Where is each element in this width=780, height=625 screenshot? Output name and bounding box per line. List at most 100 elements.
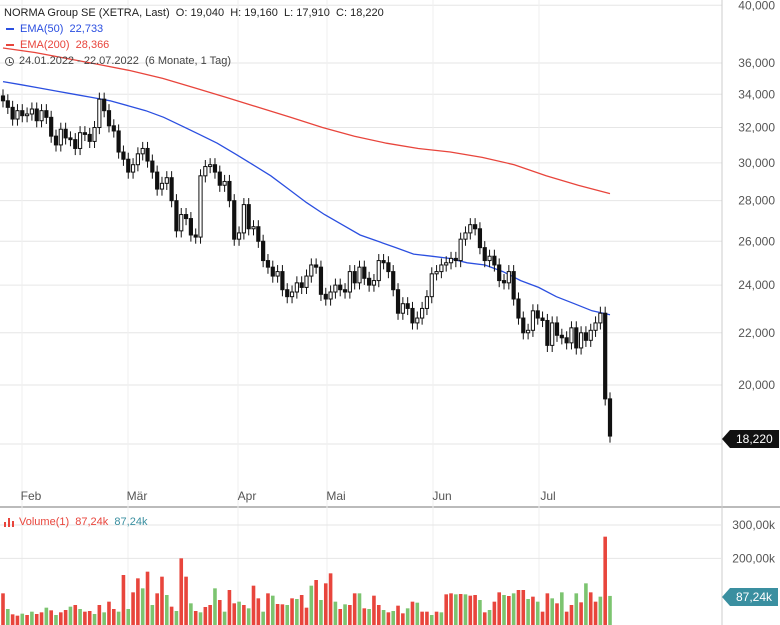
candle-body bbox=[477, 228, 483, 249]
price-tick-label: 30,000 bbox=[738, 156, 775, 170]
volume-bar bbox=[396, 605, 400, 625]
candle-body bbox=[492, 255, 497, 266]
volume-bar bbox=[463, 594, 468, 625]
candle-body bbox=[395, 289, 401, 314]
candle-body bbox=[44, 110, 49, 118]
volume-bar bbox=[526, 599, 530, 625]
volume-bar bbox=[473, 595, 477, 625]
candle-body bbox=[49, 116, 54, 137]
volume-bar bbox=[116, 611, 121, 625]
candle-body bbox=[265, 260, 271, 268]
volume-bar bbox=[227, 590, 232, 625]
volume-bar bbox=[579, 602, 583, 625]
candle-body bbox=[29, 108, 35, 115]
date-range: 24.01.2022 - 22.07.2022 bbox=[19, 55, 139, 67]
volume-bar bbox=[203, 607, 208, 625]
volume-bar bbox=[266, 593, 270, 625]
volume-bar bbox=[319, 600, 323, 625]
volume-bar bbox=[39, 612, 44, 625]
volume-grid bbox=[0, 524, 722, 559]
volume-bar bbox=[208, 605, 212, 625]
open-value: 19,040 bbox=[190, 7, 225, 19]
candle-body bbox=[77, 132, 83, 149]
low-value: 17,910 bbox=[296, 7, 330, 19]
volume-bar bbox=[256, 598, 261, 625]
candle-body bbox=[559, 334, 564, 339]
volume-bar bbox=[193, 611, 198, 625]
candle-body bbox=[420, 307, 425, 319]
volume-bar bbox=[242, 605, 246, 625]
volume-bar bbox=[179, 558, 184, 625]
candle-body bbox=[578, 332, 584, 349]
volume-bar bbox=[381, 610, 386, 625]
candle-body bbox=[270, 266, 275, 277]
candle-body bbox=[511, 271, 516, 300]
volume-bar bbox=[405, 608, 410, 625]
candle-body bbox=[87, 133, 92, 142]
volume-bar bbox=[516, 590, 521, 625]
candle-body bbox=[429, 273, 434, 298]
price-tick-label: 24,000 bbox=[738, 278, 775, 292]
candle-body bbox=[58, 128, 63, 146]
candle-series bbox=[0, 89, 613, 443]
volume-bar bbox=[449, 593, 453, 625]
candle-body bbox=[222, 180, 227, 186]
volume-bar bbox=[376, 605, 381, 625]
volume-bar bbox=[511, 593, 516, 625]
volume-bar bbox=[217, 600, 222, 625]
volume-bars-icon bbox=[4, 517, 14, 527]
candle-body bbox=[174, 200, 179, 232]
candle-body bbox=[386, 262, 391, 273]
volume-bar bbox=[30, 611, 34, 625]
candle-body bbox=[501, 280, 507, 284]
volume-bar bbox=[386, 612, 391, 625]
price-tick-label: 40,000 bbox=[738, 0, 775, 12]
candle-body bbox=[583, 332, 589, 341]
volume-bar bbox=[107, 601, 111, 625]
candle-body bbox=[588, 329, 593, 341]
volume-bar bbox=[54, 615, 58, 625]
volume-bar bbox=[102, 612, 106, 625]
volume-bar bbox=[112, 609, 116, 625]
volume-bar bbox=[213, 588, 217, 625]
volume-bar bbox=[444, 594, 449, 625]
range-legend: 24.01.2022 - 22.07.2022 (6 Monate, 1 Tag… bbox=[4, 53, 231, 69]
candle-body bbox=[294, 282, 299, 293]
volume-bar bbox=[270, 595, 275, 625]
candle-body bbox=[34, 108, 39, 122]
candle-body bbox=[140, 147, 145, 155]
candle-body bbox=[526, 329, 531, 334]
candle-body bbox=[198, 175, 203, 238]
volume-bar bbox=[160, 576, 164, 625]
ema50-legend[interactable]: EMA(50) 22,733 bbox=[4, 21, 103, 37]
volume-bar bbox=[97, 605, 102, 625]
price-axis: 20,000 22,000 24,000 26,000 28,000 30,000 32,0… bbox=[738, 0, 775, 392]
volume-bar bbox=[492, 601, 497, 625]
volume-bar bbox=[372, 595, 376, 625]
volume-bar bbox=[83, 611, 87, 625]
volume-bar bbox=[348, 605, 352, 625]
volume-bar bbox=[78, 609, 82, 625]
price-tick-label: 34,000 bbox=[738, 87, 775, 101]
clock-icon bbox=[5, 56, 14, 66]
volume-bar bbox=[468, 595, 473, 625]
month-tick-label: Mär bbox=[127, 489, 148, 503]
candle-body bbox=[92, 127, 97, 142]
ema200-legend[interactable]: EMA(200) 28,366 bbox=[4, 37, 109, 53]
volume-bar bbox=[502, 595, 506, 625]
candle-body bbox=[521, 317, 526, 334]
volume-legend[interactable]: Volume(1) 87,24k 87,24k bbox=[4, 516, 147, 528]
candle-body bbox=[314, 264, 319, 268]
volume-bar bbox=[189, 603, 193, 625]
candle-body bbox=[39, 110, 44, 122]
volume-bar bbox=[555, 603, 559, 625]
candle-body bbox=[82, 132, 87, 135]
candle-body bbox=[155, 171, 160, 190]
candle-body bbox=[73, 139, 78, 149]
volume-bar bbox=[184, 576, 188, 625]
candle-body bbox=[275, 271, 280, 277]
volume-bar bbox=[507, 596, 511, 625]
volume-bar bbox=[92, 614, 97, 625]
volume-bar bbox=[44, 607, 49, 625]
